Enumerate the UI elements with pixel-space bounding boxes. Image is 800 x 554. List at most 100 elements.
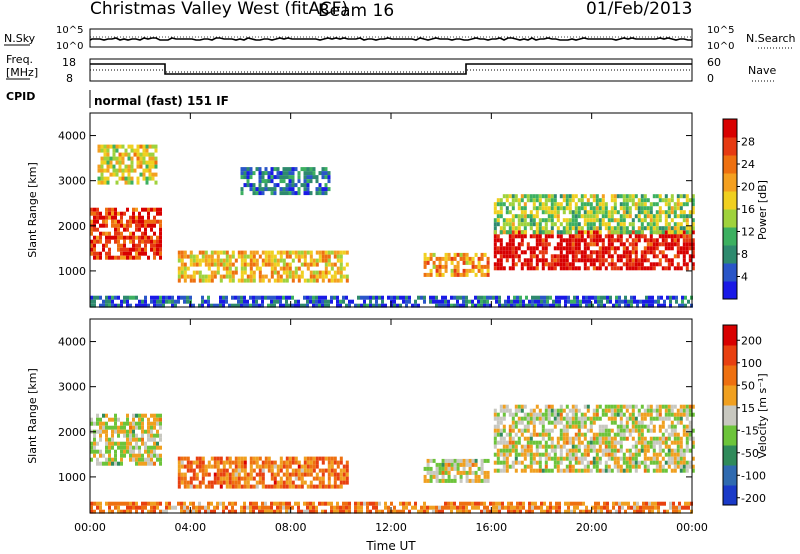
echo-cell	[640, 202, 644, 207]
echo-cell	[574, 202, 578, 207]
echo-cell	[198, 278, 202, 283]
echo-cell	[520, 222, 524, 227]
echo-cell	[673, 234, 677, 239]
echo-cell	[628, 194, 632, 199]
echo-cell	[682, 238, 686, 243]
echo-cell	[198, 274, 202, 279]
echo-cell	[462, 505, 465, 510]
echo-cell	[592, 412, 596, 417]
echo-cell	[640, 234, 644, 239]
echo-cell	[318, 250, 322, 255]
echo-cell	[114, 505, 117, 510]
echo-cell	[288, 505, 291, 510]
echo-cell	[321, 274, 325, 279]
echo-cell	[654, 505, 657, 510]
date-label: 01/Feb/2013	[586, 0, 692, 19]
echo-cell	[547, 210, 551, 215]
echo-cell	[156, 299, 159, 304]
echo-cell	[535, 452, 539, 457]
echo-cell	[496, 416, 500, 421]
echo-cell	[117, 255, 120, 260]
echo-cell	[276, 501, 279, 506]
echo-cell	[496, 238, 500, 243]
echo-cell	[273, 472, 277, 477]
echo-cell	[523, 468, 527, 473]
echo-cell	[600, 509, 603, 514]
echo-cell	[255, 303, 258, 308]
echo-cell	[538, 222, 542, 227]
echo-cell	[210, 254, 214, 259]
echo-cell	[99, 433, 102, 438]
echo-cell	[586, 230, 590, 235]
echo-cell	[505, 242, 509, 247]
echo-cell	[279, 295, 282, 300]
echo-cell	[493, 452, 497, 457]
echo-cell	[562, 194, 566, 199]
echo-cell	[685, 468, 689, 473]
echo-cell	[288, 266, 292, 271]
echo-cell	[177, 299, 180, 304]
echo-cell	[144, 429, 147, 434]
echo-cell	[126, 299, 129, 304]
echo-cell	[544, 460, 548, 465]
echo-cell	[511, 416, 515, 421]
echo-cell	[562, 444, 566, 449]
echo-cell	[100, 148, 104, 153]
echo-cell	[498, 509, 501, 514]
echo-cell	[192, 505, 195, 510]
echo-cell	[111, 255, 114, 260]
echo-cell	[577, 416, 581, 421]
echo-cell	[93, 453, 96, 458]
echo-cell	[550, 194, 554, 199]
echo-cell	[249, 484, 253, 489]
echo-cell	[441, 299, 444, 304]
echo-cell	[499, 258, 503, 263]
echo-cell	[273, 262, 277, 267]
echo-cell	[526, 424, 530, 429]
echo-cell	[114, 231, 117, 236]
echo-cell	[279, 480, 283, 485]
echo-cell	[508, 238, 512, 243]
echo-cell	[324, 171, 328, 176]
echo-cell	[559, 456, 563, 461]
echo-cell	[285, 299, 288, 304]
echo-cell	[132, 453, 135, 458]
echo-cell	[571, 424, 575, 429]
echo-cell	[117, 445, 120, 450]
echo-cell	[604, 440, 608, 445]
echo-cell	[180, 464, 184, 469]
echo-cell	[130, 180, 134, 185]
echo-cell	[291, 480, 295, 485]
echo-cell	[538, 194, 542, 199]
echo-cell	[114, 219, 117, 224]
echo-cell	[601, 428, 605, 433]
echo-cell	[514, 444, 518, 449]
echo-cell	[547, 404, 551, 409]
echo-cell	[240, 295, 243, 300]
echo-cell	[282, 480, 286, 485]
echo-cell	[628, 230, 632, 235]
echo-cell	[300, 472, 304, 477]
echo-cell	[147, 417, 150, 422]
echo-cell	[501, 501, 504, 506]
echo-cell	[523, 448, 527, 453]
echo-cell	[583, 464, 587, 469]
echo-cell	[598, 206, 602, 211]
echo-cell	[586, 404, 590, 409]
echo-cell	[559, 206, 563, 211]
echo-cell	[126, 429, 129, 434]
echo-cell	[592, 194, 596, 199]
echo-cell	[508, 444, 512, 449]
echo-cell	[543, 501, 546, 506]
echo-cell	[549, 509, 552, 514]
echo-cell	[586, 210, 590, 215]
echo-cell	[354, 505, 357, 510]
echo-cell	[627, 299, 630, 304]
echo-cell	[514, 198, 518, 203]
echo-cell	[108, 445, 111, 450]
echo-cell	[532, 202, 536, 207]
echo-cell	[261, 258, 265, 263]
echo-cell	[303, 278, 307, 283]
echo-cell	[237, 299, 240, 304]
echo-cell	[339, 254, 343, 259]
